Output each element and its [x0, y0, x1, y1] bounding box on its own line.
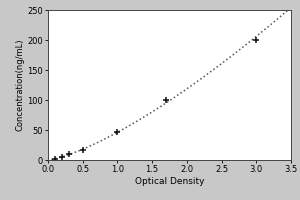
X-axis label: Optical Density: Optical Density [135, 177, 204, 186]
Y-axis label: Concentration(ng/mL): Concentration(ng/mL) [16, 39, 25, 131]
